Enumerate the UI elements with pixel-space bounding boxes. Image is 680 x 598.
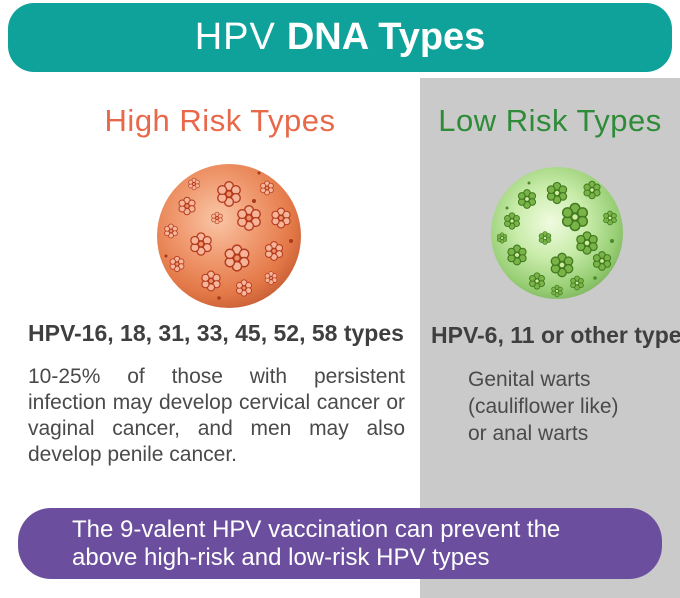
low-risk-title: Low Risk Types <box>438 103 662 138</box>
header-title-light: HPV <box>194 16 276 58</box>
low-risk-description-line: Genital warts <box>468 368 591 391</box>
low-risk-types-heading: HPV-6, 11 or other types <box>431 322 680 348</box>
vaccination-banner-line2: above high-risk and low-risk HPV types <box>72 543 490 571</box>
low-risk-description-line: or anal warts <box>468 422 589 445</box>
header-title-bold: DNA Types <box>286 16 486 58</box>
high-risk-types-heading: HPV-16, 18, 31, 33, 45, 52, 58 types <box>28 320 404 346</box>
header-banner: HPV DNA Types <box>8 3 672 72</box>
high-risk-title: High Risk Types <box>104 103 336 138</box>
high-risk-description: 10-25% of those with persistent infectio… <box>28 365 405 466</box>
green-hpv-virus-icon <box>491 167 623 299</box>
vaccination-banner-line1: The 9-valent HPV vaccination can prevent… <box>72 515 561 543</box>
low-risk-description-line: (cauliflower like) <box>468 395 619 418</box>
vaccination-banner: The 9-valent HPV vaccination can prevent… <box>18 508 662 579</box>
orange-hpv-virus-icon <box>157 164 301 308</box>
low-risk-description: Genital warts (cauliflower like) or anal… <box>468 366 619 447</box>
